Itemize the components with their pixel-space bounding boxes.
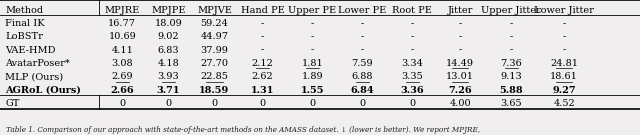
- Text: 5.88: 5.88: [500, 86, 523, 94]
- Text: 27.70: 27.70: [200, 59, 228, 68]
- Text: 0: 0: [211, 99, 218, 108]
- Text: 37.99: 37.99: [200, 45, 228, 55]
- Text: 0: 0: [165, 99, 172, 108]
- Text: Method: Method: [5, 6, 44, 14]
- Text: 0: 0: [359, 99, 365, 108]
- Text: 7.26: 7.26: [449, 86, 472, 94]
- Text: 4.00: 4.00: [449, 99, 471, 108]
- Text: MPJVE: MPJVE: [197, 6, 232, 14]
- Text: GT: GT: [5, 99, 19, 108]
- Text: 22.85: 22.85: [200, 72, 228, 81]
- Text: Upper PE: Upper PE: [288, 6, 337, 14]
- Text: 3.34: 3.34: [401, 59, 423, 68]
- Text: 1.31: 1.31: [251, 86, 274, 94]
- Text: 0: 0: [259, 99, 266, 108]
- Text: -: -: [310, 32, 314, 41]
- Text: -: -: [563, 45, 566, 55]
- Text: -: -: [410, 19, 414, 28]
- Text: 3.08: 3.08: [111, 59, 133, 68]
- Text: -: -: [509, 32, 513, 41]
- Text: 14.49: 14.49: [446, 59, 474, 68]
- Text: -: -: [458, 32, 462, 41]
- Text: 4.18: 4.18: [157, 59, 179, 68]
- Text: 9.27: 9.27: [552, 86, 576, 94]
- Text: 1.55: 1.55: [301, 86, 324, 94]
- Text: 44.97: 44.97: [200, 32, 228, 41]
- Text: -: -: [458, 19, 462, 28]
- Text: 9.02: 9.02: [157, 32, 179, 41]
- Text: 3.35: 3.35: [401, 72, 423, 81]
- Text: 2.69: 2.69: [111, 72, 133, 81]
- Text: 2.62: 2.62: [252, 72, 273, 81]
- Text: 10.69: 10.69: [108, 32, 136, 41]
- Text: Upper Jitter: Upper Jitter: [481, 6, 541, 14]
- Text: Hand PE: Hand PE: [241, 6, 284, 14]
- Text: 18.09: 18.09: [154, 19, 182, 28]
- Text: 1.89: 1.89: [301, 72, 323, 81]
- Text: 3.36: 3.36: [401, 86, 424, 94]
- Text: -: -: [509, 45, 513, 55]
- Text: MLP (Ours): MLP (Ours): [5, 72, 63, 81]
- Text: Final IK: Final IK: [5, 19, 45, 28]
- Text: Lower PE: Lower PE: [338, 6, 387, 14]
- Text: 7.59: 7.59: [351, 59, 373, 68]
- Text: AvatarPoser*: AvatarPoser*: [5, 59, 70, 68]
- Text: 2.12: 2.12: [252, 59, 273, 68]
- Text: -: -: [458, 45, 462, 55]
- Text: 2.66: 2.66: [111, 86, 134, 94]
- Text: 18.59: 18.59: [199, 86, 230, 94]
- Text: 6.84: 6.84: [351, 86, 374, 94]
- Text: 0: 0: [309, 99, 316, 108]
- Text: Root PE: Root PE: [392, 6, 432, 14]
- Text: Jitter: Jitter: [447, 6, 473, 14]
- Text: MPJPE: MPJPE: [151, 6, 186, 14]
- Text: Lower Jitter: Lower Jitter: [534, 6, 594, 14]
- Text: 4.52: 4.52: [554, 99, 575, 108]
- Text: 0: 0: [409, 99, 415, 108]
- Text: -: -: [563, 32, 566, 41]
- Text: 7.36: 7.36: [500, 59, 522, 68]
- Text: LoBSTr: LoBSTr: [5, 32, 43, 41]
- Text: 13.01: 13.01: [446, 72, 474, 81]
- Text: -: -: [360, 32, 364, 41]
- Text: -: -: [410, 32, 414, 41]
- Text: 6.83: 6.83: [157, 45, 179, 55]
- Text: 59.24: 59.24: [200, 19, 228, 28]
- Text: Table 1. Comparison of our approach with state-of-the-art methods on the AMASS d: Table 1. Comparison of our approach with…: [6, 126, 481, 134]
- Text: -: -: [509, 19, 513, 28]
- Text: 1.81: 1.81: [301, 59, 323, 68]
- Text: 24.81: 24.81: [550, 59, 578, 68]
- Text: VAE-HMD: VAE-HMD: [5, 45, 56, 55]
- Text: -: -: [260, 45, 264, 55]
- Text: -: -: [360, 45, 364, 55]
- Text: -: -: [260, 19, 264, 28]
- Text: -: -: [310, 45, 314, 55]
- Text: 3.93: 3.93: [157, 72, 179, 81]
- Text: -: -: [260, 32, 264, 41]
- Text: -: -: [310, 19, 314, 28]
- Text: 16.77: 16.77: [108, 19, 136, 28]
- Text: 6.88: 6.88: [351, 72, 373, 81]
- Text: 18.61: 18.61: [550, 72, 578, 81]
- Text: -: -: [410, 45, 414, 55]
- Text: 3.71: 3.71: [157, 86, 180, 94]
- Text: 4.11: 4.11: [111, 45, 133, 55]
- Text: -: -: [563, 19, 566, 28]
- Text: 3.65: 3.65: [500, 99, 522, 108]
- Text: 0: 0: [119, 99, 125, 108]
- Text: MPJRE: MPJRE: [104, 6, 140, 14]
- Text: AGRoL (Ours): AGRoL (Ours): [5, 86, 81, 94]
- Text: -: -: [360, 19, 364, 28]
- Text: 9.13: 9.13: [500, 72, 522, 81]
